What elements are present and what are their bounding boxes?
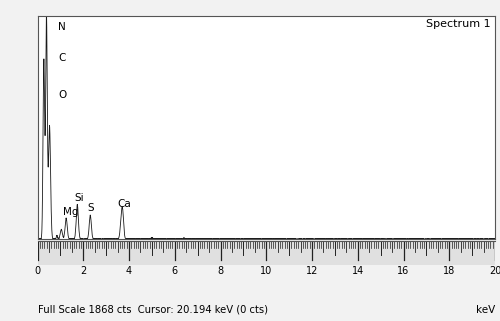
Text: 14: 14 — [352, 266, 364, 276]
Text: Ca: Ca — [118, 199, 132, 209]
Text: O: O — [58, 90, 66, 100]
Text: 16: 16 — [398, 266, 409, 276]
Text: 12: 12 — [306, 266, 318, 276]
Text: 8: 8 — [218, 266, 224, 276]
Text: Full Scale 1868 cts  Cursor: 20.194 keV (0 cts): Full Scale 1868 cts Cursor: 20.194 keV (… — [38, 305, 268, 315]
Text: 4: 4 — [126, 266, 132, 276]
Text: 18: 18 — [443, 266, 456, 276]
Text: 0: 0 — [34, 266, 40, 276]
Text: N: N — [58, 22, 66, 32]
Text: S: S — [87, 204, 94, 213]
Text: Si: Si — [74, 193, 84, 203]
Text: Mg: Mg — [62, 207, 78, 217]
Text: C: C — [58, 53, 66, 63]
Text: Spectrum 1: Spectrum 1 — [426, 19, 490, 30]
Text: keV: keV — [476, 305, 495, 315]
Text: 10: 10 — [260, 266, 272, 276]
Text: 2: 2 — [80, 266, 86, 276]
Text: 20: 20 — [489, 266, 500, 276]
Text: 6: 6 — [172, 266, 178, 276]
